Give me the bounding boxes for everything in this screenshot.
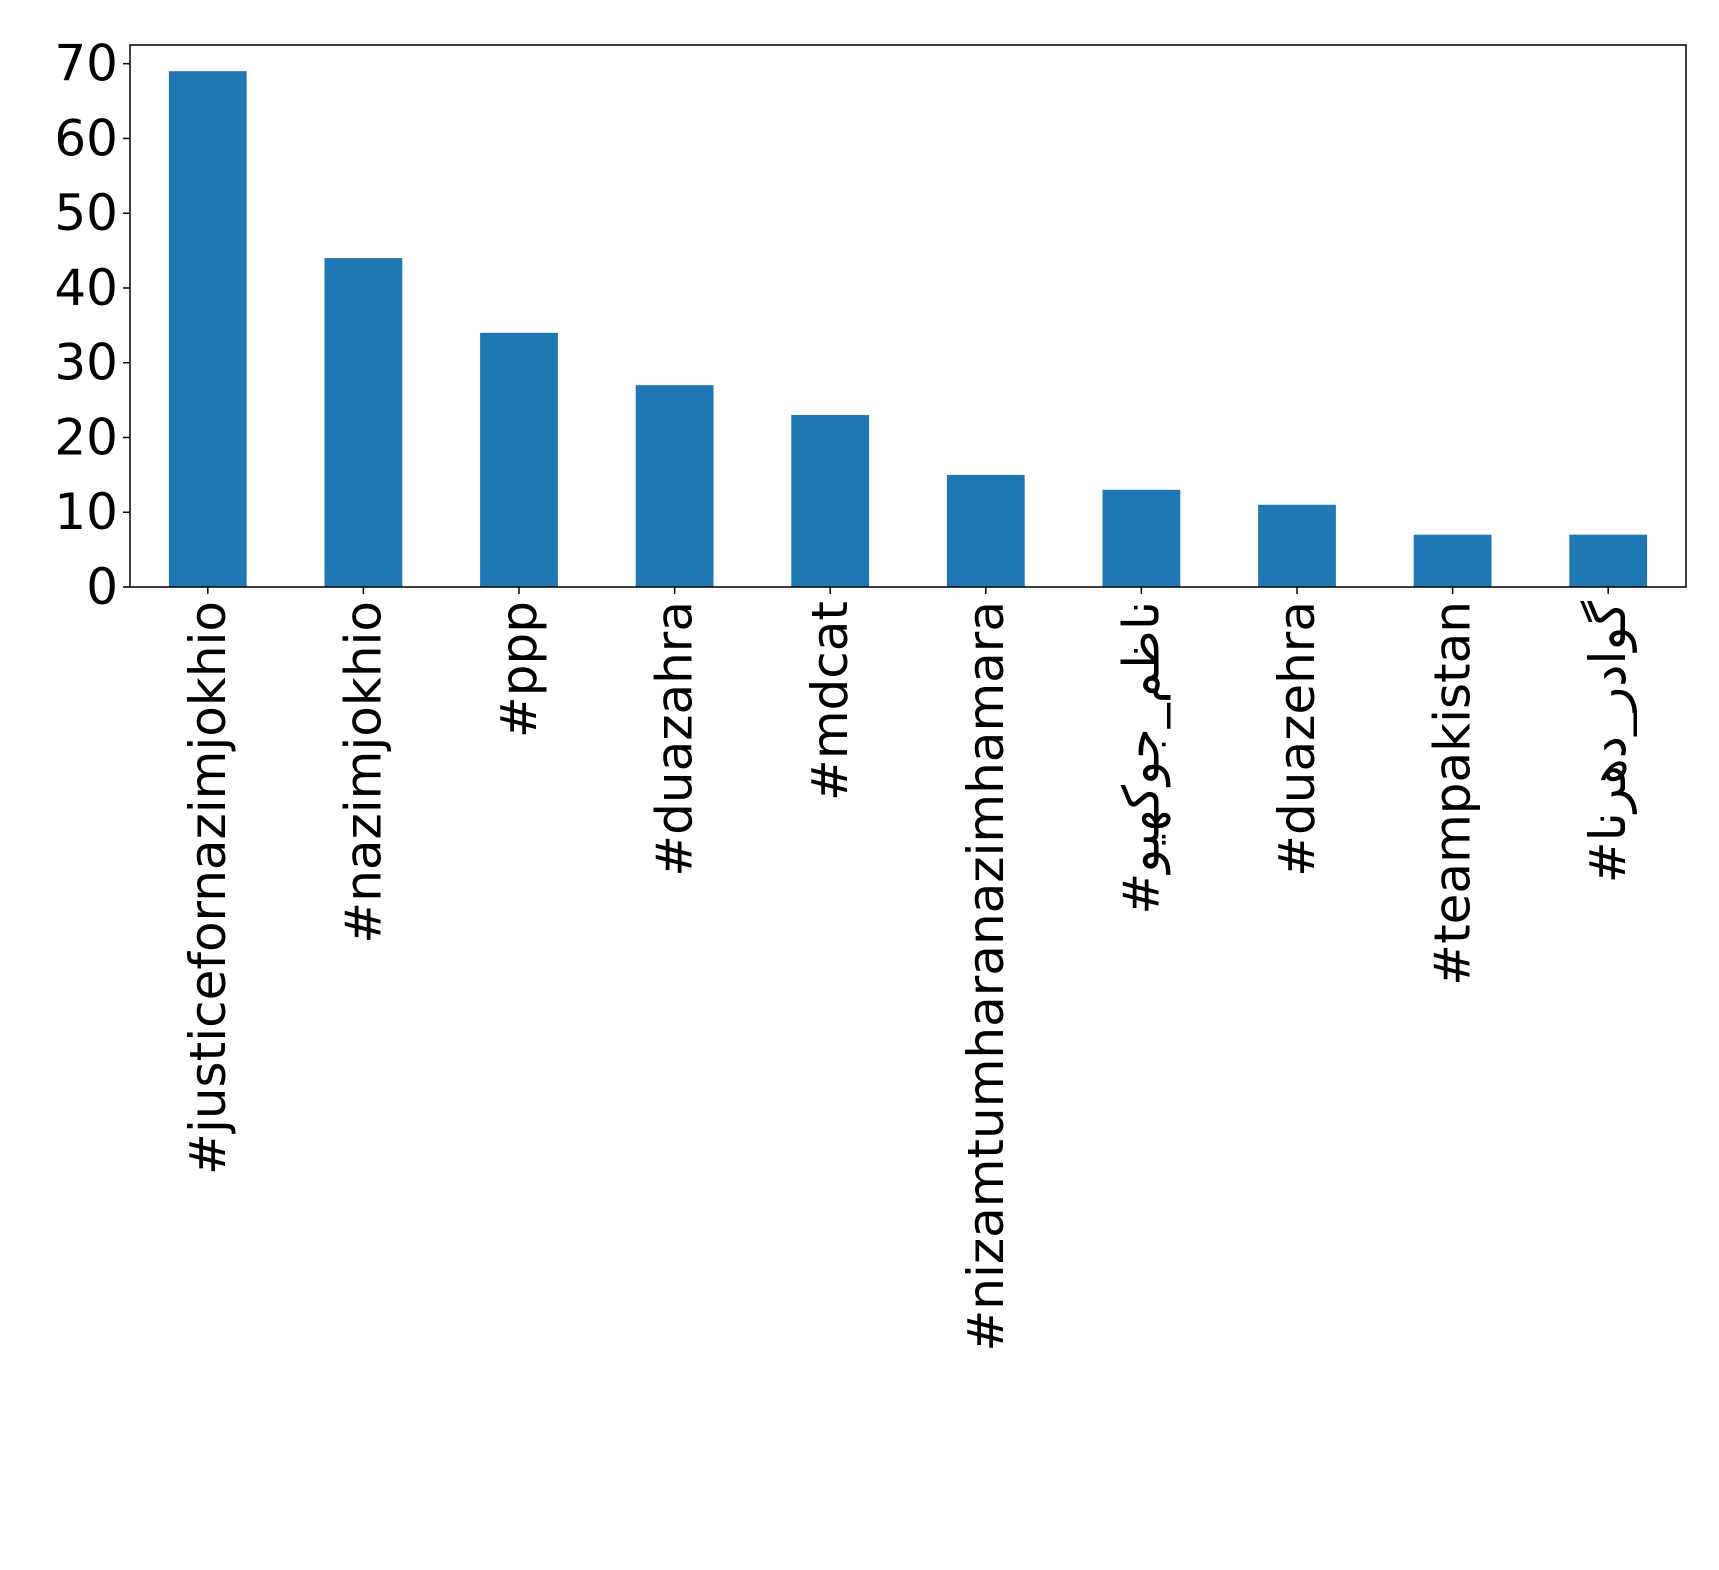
bar-1 [324, 258, 403, 587]
y-tick-label: 0 [86, 558, 118, 616]
y-tick-label: 40 [54, 259, 118, 317]
x-tick-label: #mdcat [801, 601, 859, 801]
bar-0 [168, 71, 247, 587]
x-tick-label: #duazahra [646, 601, 704, 877]
x-tick-label: #ناظم_جوکھیو [1112, 601, 1171, 915]
y-tick-label: 70 [54, 35, 118, 93]
bar-9 [1569, 534, 1648, 587]
y-tick-label: 60 [54, 109, 118, 167]
bar-3 [635, 385, 714, 587]
x-axis: #justicefornazimjokhio #nazimjokhio #ppp #d… [179, 587, 1637, 1352]
x-tick-label: #justicefornazimjokhio [179, 601, 237, 1175]
bar-4 [791, 415, 870, 587]
y-tick-label: 10 [54, 483, 118, 541]
x-tick-label: #nizamtumharanazimhamara [957, 601, 1015, 1352]
x-tick-label: #teampakistan [1424, 601, 1482, 986]
y-tick-label: 20 [54, 408, 118, 466]
x-tick-label: #گوادر_دھرنا [1579, 601, 1637, 883]
x-tick-label: #ppp [490, 601, 548, 738]
bars-group [168, 71, 1648, 587]
bar-6 [1102, 489, 1181, 587]
x-tick-label: #nazimjokhio [334, 601, 392, 944]
plot-frame [129, 44, 1687, 588]
bar-2 [480, 332, 558, 587]
bar-8 [1413, 534, 1492, 587]
bar-7 [1258, 504, 1336, 587]
y-tick-label: 30 [54, 334, 118, 392]
bar-5 [946, 474, 1025, 587]
y-tick-label: 50 [54, 184, 118, 242]
y-axis: 0 10 20 30 40 50 60 70 [54, 35, 130, 616]
x-tick-label: #duazehra [1268, 601, 1326, 877]
